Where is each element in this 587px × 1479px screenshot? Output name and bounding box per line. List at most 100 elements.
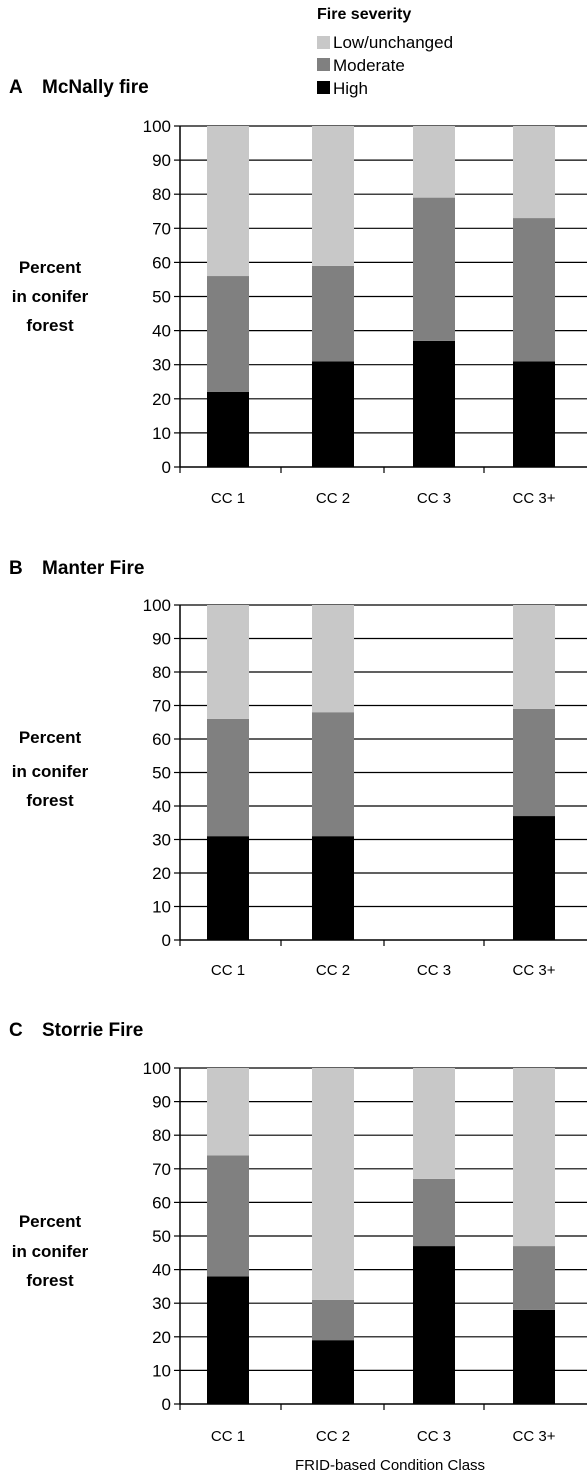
x-category-label: CC 3+ bbox=[513, 962, 556, 979]
y-tick-label: 60 bbox=[152, 253, 171, 272]
y-tick-label: 70 bbox=[152, 219, 171, 238]
panel-b: B Manter Fire Percent in conifer forest … bbox=[9, 558, 587, 979]
y-tick-label: 60 bbox=[152, 730, 171, 749]
y-tick-label: 0 bbox=[162, 458, 171, 477]
panel-a-bars bbox=[207, 126, 555, 467]
y-tick-label: 10 bbox=[152, 1361, 171, 1380]
bar-segment-high-2 bbox=[413, 1246, 455, 1404]
panel-a-ylabel-line-3: forest bbox=[26, 316, 74, 335]
legend-swatch-high bbox=[317, 81, 330, 94]
x-category-label: CC 3 bbox=[417, 490, 451, 507]
panel-c-ylabel-line-1: Percent bbox=[19, 1212, 82, 1231]
x-category-label: CC 3 bbox=[417, 1428, 451, 1445]
panel-b-axes: 0 10 20 30 40 50 60 70 80 90 100 CC 1 CC 2 CC 3 CC 3+ bbox=[143, 596, 587, 979]
bar-segment-low-unchanged-3 bbox=[513, 605, 555, 709]
y-tick-label: 50 bbox=[152, 288, 171, 307]
bar-segment-high-3 bbox=[513, 816, 555, 940]
legend-swatch-low bbox=[317, 36, 330, 49]
y-tick-label: 80 bbox=[152, 185, 171, 204]
bar-segment-moderate-2 bbox=[413, 197, 455, 341]
legend-swatch-moderate bbox=[317, 58, 330, 71]
legend: Fire severity Low/unchanged Moderate Hig… bbox=[317, 6, 453, 98]
y-tick-label: 0 bbox=[162, 931, 171, 950]
y-tick-label: 100 bbox=[143, 117, 171, 136]
y-tick-label: 20 bbox=[152, 864, 171, 883]
panel-a-ylabel-line-2: in conifer bbox=[12, 287, 89, 306]
panel-b-ylabel-line-3: forest bbox=[26, 791, 74, 810]
y-tick-label: 90 bbox=[152, 1093, 171, 1112]
bar-segment-low-unchanged-0 bbox=[207, 1068, 249, 1156]
bar-segment-low-unchanged-2 bbox=[413, 126, 455, 198]
y-tick-label: 50 bbox=[152, 1227, 171, 1246]
bar-segment-moderate-3 bbox=[513, 708, 555, 817]
panel-b-title: Manter Fire bbox=[42, 558, 144, 579]
x-category-label: CC 1 bbox=[211, 490, 245, 507]
y-tick-label: 30 bbox=[152, 831, 171, 850]
y-tick-label: 10 bbox=[152, 424, 171, 443]
y-tick-label: 30 bbox=[152, 356, 171, 375]
y-tick-label: 40 bbox=[152, 797, 171, 816]
bar-segment-moderate-2 bbox=[413, 1178, 455, 1247]
y-tick-label: 90 bbox=[152, 151, 171, 170]
x-category-label: CC 3+ bbox=[513, 1428, 556, 1445]
bar-segment-low-unchanged-0 bbox=[207, 126, 249, 277]
bar-segment-low-unchanged-1 bbox=[312, 605, 354, 713]
bar-segment-low-unchanged-3 bbox=[513, 1068, 555, 1247]
panel-a-title: McNally fire bbox=[42, 77, 149, 98]
panel-c-title: Storrie Fire bbox=[42, 1020, 143, 1041]
y-tick-label: 80 bbox=[152, 1126, 171, 1145]
legend-label-low: Low/unchanged bbox=[333, 33, 453, 52]
bar-segment-high-2 bbox=[413, 340, 455, 467]
x-category-label: CC 2 bbox=[316, 1428, 350, 1445]
panel-b-ylabel-line-2: in conifer bbox=[12, 762, 89, 781]
bar-segment-high-3 bbox=[513, 361, 555, 467]
panel-c-bars bbox=[207, 1068, 555, 1404]
y-tick-label: 20 bbox=[152, 390, 171, 409]
panel-c: C Storrie Fire Percent in conifer forest… bbox=[9, 1020, 587, 1445]
y-tick-label: 40 bbox=[152, 322, 171, 341]
y-tick-label: 80 bbox=[152, 663, 171, 682]
panel-b-bars bbox=[207, 605, 555, 940]
legend-title: Fire severity bbox=[317, 6, 411, 23]
y-tick-label: 60 bbox=[152, 1193, 171, 1212]
bar-segment-high-1 bbox=[312, 836, 354, 940]
y-tick-label: 0 bbox=[162, 1395, 171, 1414]
x-category-label: CC 2 bbox=[316, 490, 350, 507]
legend-label-moderate: Moderate bbox=[333, 56, 405, 75]
panel-b-letter: B bbox=[9, 558, 23, 579]
panel-c-ylabel-line-3: forest bbox=[26, 1271, 74, 1290]
bar-segment-low-unchanged-1 bbox=[312, 1068, 354, 1300]
panel-a-axes: 0 10 20 30 40 50 60 70 80 90 100 CC 1 CC 2 CC 3 CC 3+ bbox=[143, 117, 587, 507]
x-category-label: CC 1 bbox=[211, 962, 245, 979]
bar-segment-low-unchanged-2 bbox=[413, 1068, 455, 1179]
bar-segment-high-3 bbox=[513, 1309, 555, 1404]
y-tick-label: 100 bbox=[143, 1059, 171, 1078]
x-category-label: CC 1 bbox=[211, 1428, 245, 1445]
panel-a: A McNally fire Percent in conifer forest… bbox=[9, 77, 587, 507]
bar-segment-moderate-0 bbox=[207, 718, 249, 837]
y-tick-label: 100 bbox=[143, 596, 171, 615]
bar-segment-moderate-3 bbox=[513, 218, 555, 362]
y-tick-label: 70 bbox=[152, 1160, 171, 1179]
bar-segment-low-unchanged-1 bbox=[312, 126, 354, 266]
panel-c-axes: 0 10 20 30 40 50 60 70 80 90 100 CC 1 CC 2 CC 3 CC 3+ bbox=[143, 1059, 587, 1445]
bar-segment-moderate-0 bbox=[207, 276, 249, 392]
bar-segment-high-0 bbox=[207, 1276, 249, 1404]
legend-label-high: High bbox=[333, 79, 368, 98]
y-tick-label: 90 bbox=[152, 630, 171, 649]
bar-segment-low-unchanged-0 bbox=[207, 605, 249, 719]
bar-segment-moderate-3 bbox=[513, 1246, 555, 1310]
y-tick-label: 50 bbox=[152, 764, 171, 783]
bar-segment-high-1 bbox=[312, 361, 354, 467]
panel-b-ylabel-line-1: Percent bbox=[19, 728, 82, 747]
panel-c-ylabel-line-2: in conifer bbox=[12, 1242, 89, 1261]
bar-segment-moderate-1 bbox=[312, 712, 354, 837]
y-tick-label: 10 bbox=[152, 898, 171, 917]
bar-segment-low-unchanged-3 bbox=[513, 126, 555, 219]
panel-a-ylabel-line-1: Percent bbox=[19, 258, 82, 277]
y-tick-label: 30 bbox=[152, 1294, 171, 1313]
bar-segment-high-0 bbox=[207, 836, 249, 940]
y-tick-label: 40 bbox=[152, 1261, 171, 1280]
x-category-label: CC 3+ bbox=[513, 490, 556, 507]
panel-c-letter: C bbox=[9, 1020, 23, 1041]
